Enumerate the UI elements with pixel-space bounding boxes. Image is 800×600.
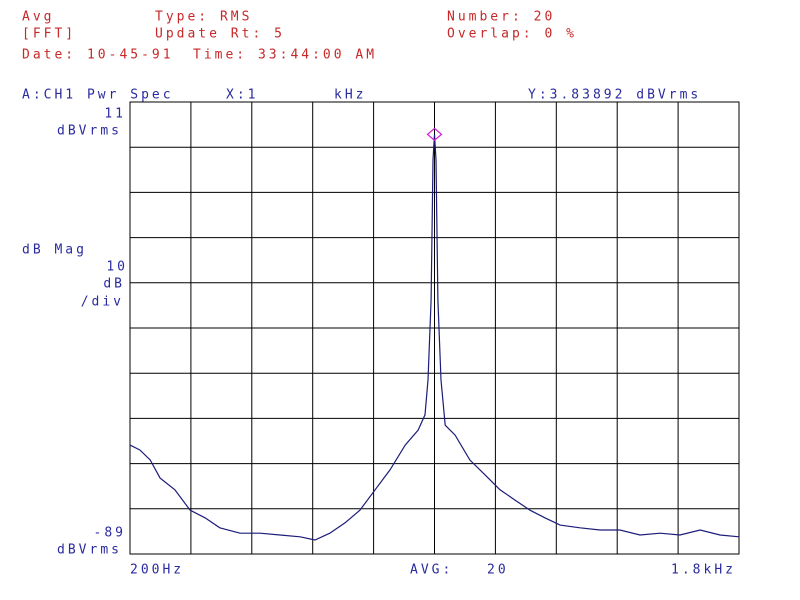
chart-title: A:CH1 Pwr Spec (22, 88, 174, 103)
y-per-div-unit: dB (103, 277, 125, 292)
marker-x: X:1 (226, 88, 258, 103)
y-unit: dBVrms (57, 543, 122, 558)
y-unit: dBVrms (57, 124, 122, 139)
date: Date: 10-45-91 (22, 48, 174, 63)
marker-y: Y:3.83892 dBVrms (528, 88, 701, 103)
mode: Avg (22, 10, 54, 25)
number: Number: 20 (447, 10, 555, 25)
y-per-div-suffix: /div (81, 295, 124, 310)
y-tick-label: 11 (104, 107, 126, 122)
trace (129, 134, 740, 541)
y-per-div: 10 (106, 260, 128, 275)
window: [FFT] (22, 27, 76, 42)
avg-count: 20 (487, 563, 509, 578)
update-rate: Update Rt: 5 (155, 27, 285, 42)
marker-x-unit: kHz (334, 88, 366, 103)
y-tick-label: -89 (94, 526, 126, 541)
y-axis-label: dB Mag (22, 243, 87, 258)
avg-label: AVG: (410, 563, 453, 578)
type: Type: RMS (155, 10, 252, 25)
marker (426, 127, 443, 142)
x-tick-label: 200Hz (130, 563, 184, 578)
overlap: Overlap: 0 % (447, 27, 577, 42)
x-tick-label: 1.8kHz (671, 563, 736, 578)
plot-frame (129, 101, 740, 555)
time: Time: 33:44:00 AM (193, 48, 377, 63)
